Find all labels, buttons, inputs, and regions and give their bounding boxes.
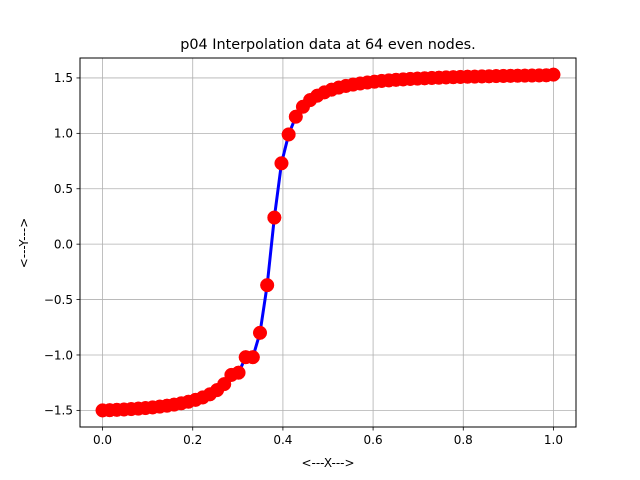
chart-title: p04 Interpolation data at 64 even nodes. xyxy=(180,37,476,53)
plot-frame xyxy=(79,57,577,428)
x-axis-label: <---X---> xyxy=(301,456,354,470)
y-tick-label: −1.5 xyxy=(44,404,73,418)
data-point xyxy=(546,67,561,82)
y-tick-label: 0.0 xyxy=(54,237,73,251)
data-point xyxy=(274,156,289,171)
y-tick-label: 0.5 xyxy=(54,182,73,196)
data-point xyxy=(252,325,268,340)
grid xyxy=(80,58,576,427)
data-point xyxy=(245,350,260,365)
x-tick-label: 0.0 xyxy=(93,433,112,447)
plot-area-background xyxy=(80,58,576,427)
y-axis-ticks: −1.5 −1.0 −0.5 0.0 0.5 1.0 1.5 xyxy=(44,71,80,418)
x-tick-label: 1.0 xyxy=(544,433,563,447)
y-tick-label: −1.0 xyxy=(44,348,73,362)
data-point xyxy=(260,278,275,293)
series-markers xyxy=(95,67,561,418)
x-tick-label: 0.6 xyxy=(364,433,383,447)
data-point xyxy=(281,127,296,142)
x-tick-label: 0.2 xyxy=(183,433,202,447)
x-axis-ticks: 0.0 0.2 0.4 0.6 0.8 1.0 xyxy=(93,427,563,447)
y-tick-label: −0.5 xyxy=(44,293,73,307)
data-point xyxy=(267,210,282,225)
x-tick-label: 0.8 xyxy=(454,433,473,447)
y-tick-label: 1.5 xyxy=(54,71,73,85)
x-tick-label: 0.4 xyxy=(273,433,292,447)
y-axis-label: <---Y---> xyxy=(17,218,31,269)
data-point xyxy=(288,109,303,124)
data-point xyxy=(231,365,246,380)
y-tick-label: 1.0 xyxy=(54,127,73,141)
